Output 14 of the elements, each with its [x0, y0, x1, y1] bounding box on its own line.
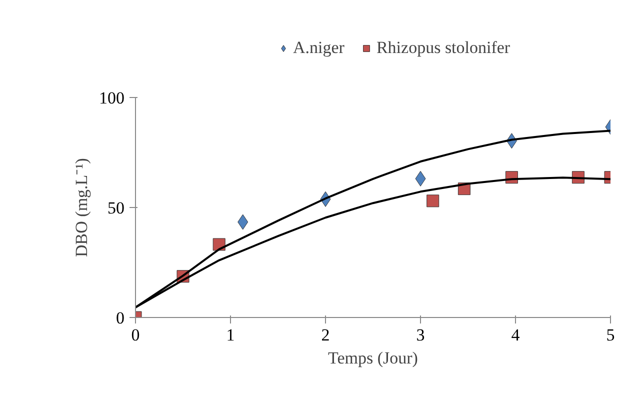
y-tick-label: 50: [108, 198, 124, 218]
y-tick-label: 100: [99, 88, 124, 108]
legend-label: A.niger: [293, 38, 344, 58]
legend-label: Rhizopus stolonifer: [376, 38, 510, 58]
y-tick-label: 0: [116, 308, 124, 328]
x-tick-label: 4: [511, 326, 520, 344]
x-axis-title: Temps (Jour): [328, 348, 418, 368]
x-tick-label: 0: [131, 326, 140, 344]
point: [426, 194, 440, 208]
x-tick-label: 3: [416, 326, 425, 344]
y-axis-title: DBO (mg.L⁻¹): [72, 158, 91, 257]
x-tick-label: 2: [321, 326, 330, 344]
x-tick-label: 1: [226, 326, 235, 344]
x-tick-label: 5: [606, 326, 615, 344]
